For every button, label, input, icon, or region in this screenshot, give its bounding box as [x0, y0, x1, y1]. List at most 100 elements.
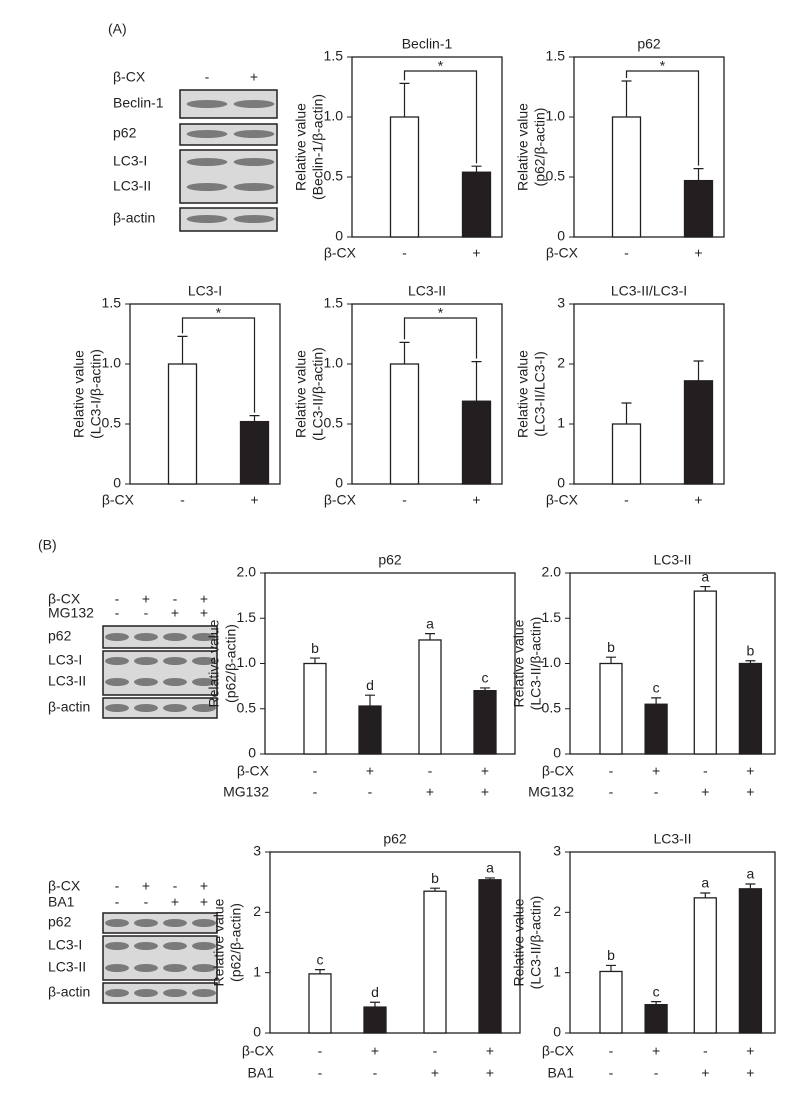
band [134, 942, 158, 950]
band-label: LC3-II [48, 673, 86, 689]
bar [693, 590, 717, 755]
significance-letter: c [653, 680, 660, 696]
y-tick-label: 0 [248, 745, 256, 761]
panel-label: (B) [38, 537, 57, 553]
band-label: LC3-II [113, 178, 151, 194]
band [192, 942, 216, 950]
blot-condition-sign: + [250, 69, 258, 85]
band [134, 633, 158, 641]
band [233, 130, 275, 138]
bar [693, 897, 717, 1034]
bar [303, 662, 327, 755]
plot-frame [129, 303, 281, 485]
condition-sign: - [368, 784, 373, 800]
bar [473, 690, 497, 755]
error-bar [249, 415, 260, 422]
band [192, 989, 216, 997]
blot-condition-sign: + [200, 605, 208, 621]
y-tick-label: 2.0 [542, 564, 562, 580]
error-bar [485, 877, 495, 880]
bar [167, 363, 198, 485]
y-tick-label: 1.5 [324, 295, 344, 311]
blot-condition-sign: + [171, 605, 179, 621]
condition-sign: - [654, 784, 659, 800]
bar [644, 1003, 668, 1034]
significance-letter: b [607, 639, 615, 655]
y-tick-label: 1 [553, 963, 561, 979]
condition-sign: - [402, 245, 407, 261]
y-tick-label: 1 [253, 963, 261, 979]
band [134, 657, 158, 665]
bar [363, 1006, 387, 1034]
error-bar [651, 697, 662, 705]
blot-condition-sign: - [144, 894, 149, 910]
band [163, 919, 187, 927]
band [186, 183, 228, 191]
condition-sign: - [313, 763, 318, 779]
band-label: β-actin [48, 984, 90, 1000]
band [163, 633, 187, 641]
condition-label: β-CX [237, 763, 270, 779]
band [105, 919, 129, 927]
band [192, 633, 216, 641]
y-tick-label: 3 [557, 295, 565, 311]
blot-condition-label: MG132 [48, 605, 94, 621]
condition-label: β-CX [542, 763, 575, 779]
band [233, 158, 275, 166]
condition-sign: - [180, 492, 185, 508]
blot-condition-sign: - [115, 605, 120, 621]
band [163, 942, 187, 950]
condition-sign: - [624, 492, 629, 508]
band-label: LC3-II [48, 959, 86, 975]
y-axis-label: (p62/β-actin) [228, 903, 244, 982]
blot-condition-sign: + [171, 894, 179, 910]
y-tick-label: 1.5 [237, 609, 257, 625]
y-tick-label: 1.0 [237, 654, 257, 670]
chart-title: LC3-I [188, 283, 222, 299]
blot-condition-label: β-CX [113, 69, 146, 85]
error-bar [177, 335, 188, 364]
condition-sign: - [433, 1043, 438, 1059]
y-axis-label: (LC3-II/β-actin) [528, 617, 544, 711]
blot-condition-sign: + [200, 878, 208, 894]
condition-label: β-CX [546, 245, 579, 261]
chart-title: LC3-II [653, 552, 691, 568]
significance-letter: a [701, 568, 709, 584]
significance-star: * [438, 305, 444, 321]
blot-condition-sign: + [142, 591, 150, 607]
y-tick-label: 0.5 [324, 415, 344, 431]
chart-title: LC3-II [408, 283, 446, 299]
chart-title: p62 [637, 36, 661, 52]
band [163, 989, 187, 997]
significance-letter: c [482, 670, 489, 686]
y-tick-label: 1.0 [324, 355, 344, 371]
bar [738, 888, 763, 1034]
significance-bracket [403, 317, 478, 359]
error-bar [606, 656, 616, 664]
condition-sign: - [609, 763, 614, 779]
error-bar [370, 1001, 380, 1008]
band [105, 678, 129, 686]
chart-title: LC3-II/LC3-I [611, 283, 687, 299]
significance-letter: b [607, 947, 615, 963]
band [233, 215, 275, 223]
band [192, 678, 216, 686]
band [233, 183, 275, 191]
bar [358, 705, 382, 755]
significance-letter: a [747, 866, 755, 882]
significance-letter: c [653, 983, 660, 999]
band [192, 657, 216, 665]
band [134, 919, 158, 927]
y-tick-label: 0 [553, 745, 561, 761]
y-tick-label: 0.5 [546, 168, 566, 184]
band [134, 964, 158, 972]
condition-sign: + [652, 1043, 660, 1059]
error-bar [315, 969, 325, 974]
band [192, 704, 216, 712]
y-tick-label: 0 [557, 228, 565, 244]
bar [738, 662, 763, 755]
blot-condition-sign: - [173, 591, 178, 607]
bar [478, 879, 502, 1034]
chart-title: LC3-II [653, 831, 691, 847]
significance-letter: c [317, 951, 324, 967]
